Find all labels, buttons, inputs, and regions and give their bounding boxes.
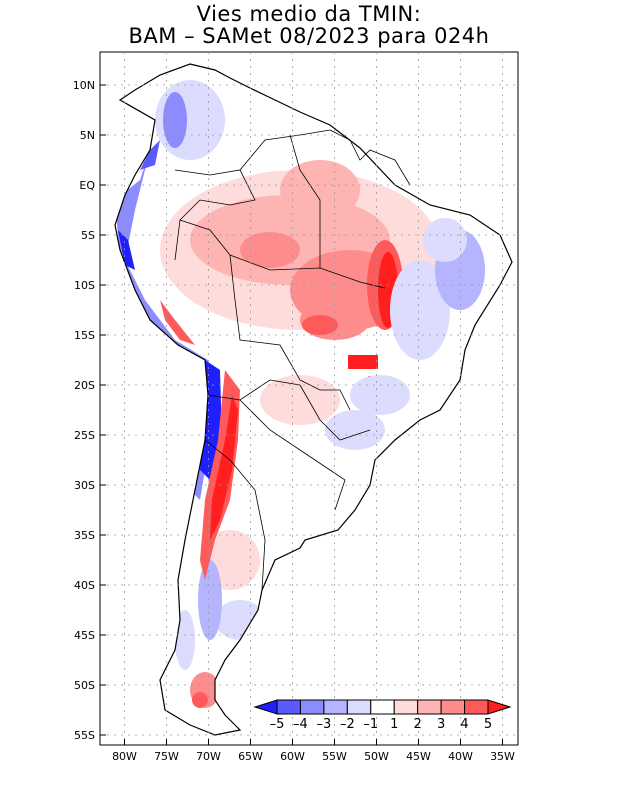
lon-label: 50W <box>364 750 389 763</box>
lon-label: 75W <box>154 750 179 763</box>
country-borders <box>174 129 411 591</box>
lat-label: 5S <box>81 229 95 242</box>
lat-label: 10N <box>73 79 95 92</box>
colorbar-label: 2 <box>414 717 422 732</box>
lat-label: 30S <box>74 479 95 492</box>
lon-label: 35W <box>490 750 515 763</box>
lat-label: 10S <box>74 279 95 292</box>
colorbar-label: 3 <box>437 717 445 732</box>
colorbar-right-arrow <box>487 699 512 715</box>
colorbar-label: –5 <box>270 717 285 732</box>
lat-label: 55S <box>74 729 95 742</box>
colorbar-label: 4 <box>460 717 468 732</box>
colorbar-segment <box>276 699 301 715</box>
lat-label: 40S <box>74 579 95 592</box>
colorbar-label: –1 <box>363 717 378 732</box>
colorbar-label: –4 <box>293 717 308 732</box>
lat-label: 25S <box>74 429 95 442</box>
colorbar-label: –2 <box>340 717 355 732</box>
colorbar-segment <box>417 699 442 715</box>
lat-label: 5N <box>80 129 95 142</box>
latitude-axis: 10N 5N EQ 5S 10S 15S 20S 25S 30S 35S 40S 45S 50S 55S <box>73 79 106 742</box>
longitude-axis: 80W 75W 70W 65W 60W 55W 50W 45W 40W 35W <box>112 739 515 763</box>
colorbar-segment <box>464 699 489 715</box>
lat-label: 15S <box>74 329 95 342</box>
colorbar-segment <box>370 699 395 715</box>
lat-label: 20S <box>74 379 95 392</box>
coastline <box>114 63 513 736</box>
colorbar-label: –3 <box>316 717 331 732</box>
lon-label: 45W <box>406 750 431 763</box>
lon-label: 40W <box>448 750 473 763</box>
lat-label: 45S <box>74 629 95 642</box>
lon-label: 70W <box>196 750 221 763</box>
lat-label: 50S <box>74 679 95 692</box>
lon-label: 60W <box>280 750 305 763</box>
lon-label: 80W <box>112 750 137 763</box>
colorbar-segment <box>299 699 325 715</box>
colorbar-segment <box>440 699 466 715</box>
colorbar-label: 1 <box>390 717 398 732</box>
colorbar-segment <box>393 699 419 715</box>
lon-label: 55W <box>322 750 347 763</box>
map-title-line1: Vies medio da TMIN: <box>196 2 422 26</box>
colorbar-segment <box>323 699 348 715</box>
colorbar: –5 –4 –3 –2 –1 1 2 3 4 5 <box>253 699 512 732</box>
colorbar-segment <box>346 699 372 715</box>
colorbar-label: 5 <box>484 717 492 732</box>
map-title-line2: BAM – SAMet 08/2023 para 024h <box>128 24 490 48</box>
lat-label: 35S <box>74 529 95 542</box>
lat-label: EQ <box>79 179 95 192</box>
lon-label: 65W <box>238 750 263 763</box>
